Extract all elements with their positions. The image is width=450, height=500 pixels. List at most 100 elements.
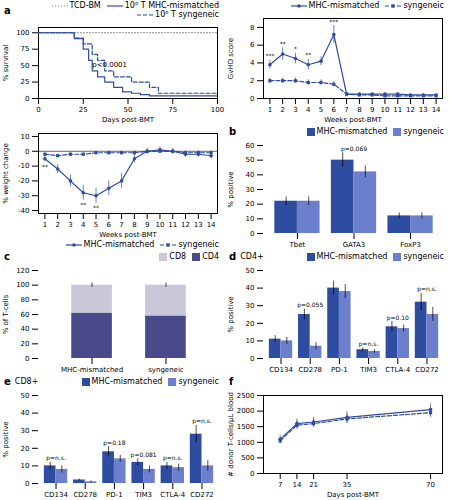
svg-text:0: 0 <box>36 106 40 114</box>
svg-text:PD-1: PD-1 <box>106 491 123 499</box>
svg-text:50: 50 <box>21 62 30 70</box>
svg-text:% positive: % positive <box>2 421 10 457</box>
svg-text:**: ** <box>80 201 86 208</box>
svg-text:***: *** <box>265 52 274 59</box>
svg-text:4: 4 <box>250 59 255 67</box>
svg-text:100: 100 <box>16 29 29 37</box>
svg-text:**: ** <box>305 51 311 58</box>
svg-text:14: 14 <box>292 481 301 489</box>
svg-text:40: 40 <box>246 284 255 292</box>
svg-text:PD-1: PD-1 <box>331 366 348 374</box>
svg-text:60: 60 <box>246 142 255 150</box>
svg-text:CD134: CD134 <box>269 366 293 374</box>
svg-text:0: 0 <box>250 230 254 238</box>
svg-text:p=0.055: p=0.055 <box>297 301 323 309</box>
svg-text:p<0.0001: p<0.0001 <box>92 61 127 69</box>
svg-text:MHC-mismatched: MHC-mismatched <box>61 366 123 374</box>
svg-text:9: 9 <box>145 221 149 229</box>
svg-text:2: 2 <box>280 106 284 114</box>
svg-text:4: 4 <box>306 106 311 114</box>
svg-text:0: 0 <box>250 95 254 103</box>
svg-text:10: 10 <box>246 337 255 345</box>
svg-text:-40: -40 <box>18 207 29 215</box>
svg-text:0: 0 <box>25 355 29 363</box>
svg-text:13: 13 <box>419 106 428 114</box>
svg-text:-30: -30 <box>18 192 29 200</box>
svg-text:3: 3 <box>293 106 297 114</box>
svg-text:**: ** <box>280 40 286 47</box>
svg-text:30: 30 <box>21 427 30 435</box>
svg-text:10: 10 <box>156 221 165 229</box>
svg-text:CD272: CD272 <box>415 366 439 374</box>
svg-text:70: 70 <box>426 481 435 489</box>
svg-text:20: 20 <box>246 200 255 208</box>
svg-text:2000: 2000 <box>237 407 255 415</box>
svg-text:2: 2 <box>55 221 59 229</box>
svg-text:Weeks post-BMT: Weeks post-BMT <box>99 231 157 239</box>
svg-text:***: *** <box>329 18 338 25</box>
svg-text:12: 12 <box>406 106 415 114</box>
svg-text:% weight change: % weight change <box>2 143 10 203</box>
svg-text:8: 8 <box>357 106 361 114</box>
svg-text:Tbet: Tbet <box>289 241 306 249</box>
svg-text:CD272: CD272 <box>190 491 214 499</box>
svg-text:CTLA-4: CTLA-4 <box>385 366 410 374</box>
svg-text:1: 1 <box>43 221 47 229</box>
svg-text:80: 80 <box>21 296 30 304</box>
svg-text:7: 7 <box>278 481 282 489</box>
svg-text:120: 120 <box>16 267 29 275</box>
svg-text:20: 20 <box>21 445 30 453</box>
svg-text:# donor T-cells/μL blood: # donor T-cells/μL blood <box>227 392 235 477</box>
svg-text:9: 9 <box>370 106 374 114</box>
svg-text:100: 100 <box>211 106 224 114</box>
svg-text:6: 6 <box>107 221 112 229</box>
svg-text:60: 60 <box>21 311 30 319</box>
svg-text:TIM3: TIM3 <box>359 366 377 374</box>
svg-text:% positive: % positive <box>227 296 235 332</box>
svg-text:30: 30 <box>246 302 255 310</box>
svg-text:**: ** <box>93 204 99 211</box>
svg-text:7: 7 <box>119 221 123 229</box>
svg-text:CTLA-4: CTLA-4 <box>160 491 185 499</box>
svg-text:Weeks post-BMT: Weeks post-BMT <box>324 116 382 124</box>
svg-text:6: 6 <box>250 41 255 49</box>
svg-text:14: 14 <box>207 221 216 229</box>
svg-text:**: ** <box>42 163 48 170</box>
svg-text:50: 50 <box>124 106 133 114</box>
svg-text:0: 0 <box>25 480 29 488</box>
svg-text:7: 7 <box>344 106 348 114</box>
svg-text:1000: 1000 <box>237 439 255 447</box>
svg-text:CD278: CD278 <box>73 491 97 499</box>
svg-text:40: 40 <box>21 325 30 333</box>
svg-text:1: 1 <box>268 106 272 114</box>
svg-text:% of T-cells: % of T-cells <box>2 294 10 334</box>
svg-text:p=n.s.: p=n.s. <box>192 417 212 425</box>
svg-text:75: 75 <box>21 45 30 53</box>
svg-text:100: 100 <box>16 281 29 289</box>
svg-text:20: 20 <box>21 340 30 348</box>
svg-text:0: 0 <box>25 95 29 103</box>
svg-text:CD278: CD278 <box>298 366 322 374</box>
svg-text:Days post-BMT: Days post-BMT <box>327 491 380 499</box>
svg-text:8: 8 <box>132 221 136 229</box>
svg-text:0: 0 <box>250 470 254 478</box>
svg-text:TIM3: TIM3 <box>134 491 152 499</box>
svg-text:-10: -10 <box>18 162 29 170</box>
svg-text:2500: 2500 <box>237 392 255 400</box>
svg-text:-20: -20 <box>18 177 29 185</box>
svg-text:40: 40 <box>246 171 255 179</box>
svg-text:21: 21 <box>309 481 318 489</box>
svg-text:5: 5 <box>319 106 323 114</box>
svg-text:50: 50 <box>246 267 255 275</box>
svg-text:8: 8 <box>250 24 254 32</box>
svg-text:% survival: % survival <box>2 45 10 81</box>
svg-text:FoxP3: FoxP3 <box>400 241 421 249</box>
svg-text:0: 0 <box>250 355 254 363</box>
svg-text:p=0.10: p=0.10 <box>387 314 409 322</box>
svg-text:Days post-BMT: Days post-BMT <box>102 116 155 124</box>
svg-text:40: 40 <box>21 409 30 417</box>
svg-text:p=0.069: p=0.069 <box>341 145 367 153</box>
svg-text:14: 14 <box>432 106 441 114</box>
svg-text:50: 50 <box>21 392 30 400</box>
svg-text:p=0.18: p=0.18 <box>103 439 125 447</box>
